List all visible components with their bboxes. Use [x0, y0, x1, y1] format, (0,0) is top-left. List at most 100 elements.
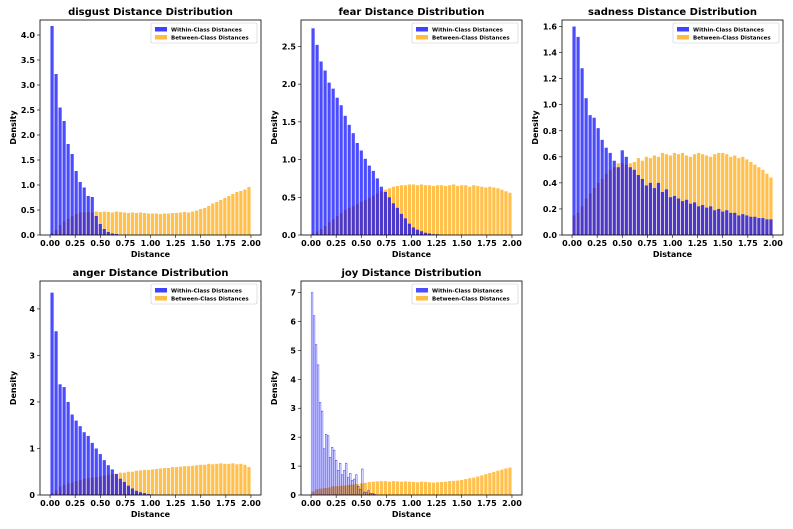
- between-bar: [211, 464, 215, 495]
- y-tick-label: 4: [29, 305, 35, 314]
- within-bar: [757, 218, 761, 235]
- within-bar: [395, 207, 400, 235]
- x-tick-label: 0.00: [301, 239, 321, 248]
- legend-swatch: [677, 27, 689, 32]
- between-bar: [98, 212, 102, 235]
- between-bar: [235, 192, 239, 235]
- within-bar: [312, 315, 316, 495]
- between-bar: [749, 162, 753, 235]
- between-bar: [668, 155, 673, 235]
- between-bar: [680, 152, 685, 235]
- within-bar: [331, 446, 334, 495]
- within-bar: [318, 402, 322, 495]
- within-bar: [359, 488, 362, 495]
- within-bar: [311, 28, 315, 235]
- between-bar: [411, 184, 416, 235]
- between-bar: [162, 213, 167, 235]
- chart-title: joy Distance Distribution: [340, 268, 481, 279]
- within-bar: [636, 175, 640, 235]
- between-bar: [166, 213, 171, 235]
- between-bar: [500, 469, 504, 495]
- within-bar: [66, 144, 70, 235]
- within-bar: [680, 201, 685, 235]
- y-tick-label: 2.5: [282, 42, 297, 51]
- within-bar: [733, 212, 737, 235]
- between-bar: [415, 482, 420, 495]
- x-tick-label: 1.25: [427, 499, 447, 508]
- within-bar: [367, 490, 370, 495]
- within-bar: [310, 292, 314, 495]
- within-bar: [327, 82, 331, 235]
- within-bar: [90, 197, 94, 235]
- between-bar: [211, 203, 215, 235]
- within-bar: [705, 207, 709, 235]
- within-bar: [769, 219, 773, 235]
- between-bar: [444, 481, 448, 495]
- between-bar: [367, 481, 371, 495]
- within-bar: [644, 185, 648, 235]
- y-tick-label: 0.4: [543, 179, 558, 188]
- within-bar: [688, 203, 693, 235]
- x-tick-label: 1.50: [452, 499, 472, 508]
- x-tick-label: 2.00: [502, 499, 522, 508]
- within-bar: [624, 156, 628, 235]
- within-bar: [600, 139, 604, 235]
- plot-area: [310, 292, 512, 495]
- within-bar: [345, 462, 348, 495]
- between-bar: [215, 202, 219, 235]
- within-bar: [697, 206, 701, 235]
- x-tick-label: 0.00: [40, 239, 60, 248]
- within-bar: [146, 494, 151, 495]
- between-bar: [769, 177, 773, 235]
- legend-label: Between-Class Distances: [432, 35, 510, 41]
- chart-title: sadness Distance Distribution: [588, 7, 757, 18]
- between-bar: [765, 173, 769, 235]
- between-bar: [741, 156, 745, 235]
- chart-panel-2: 0.00 0.25 0.50 0.75 1.00 1.25 1.50 1.75 2.00 0.0 0…: [531, 7, 784, 259]
- between-bar: [383, 481, 387, 495]
- x-tick-label: 1.75: [216, 239, 236, 248]
- within-bar: [329, 457, 332, 495]
- within-bar: [316, 364, 320, 495]
- between-bar: [464, 185, 468, 235]
- between-bar: [472, 477, 476, 495]
- between-bar: [175, 467, 179, 495]
- between-bar: [496, 470, 500, 495]
- between-bar: [684, 155, 689, 235]
- y-tick-label: 1.0: [282, 156, 297, 165]
- x-tick-label: 1.75: [738, 239, 758, 248]
- chart-title: disgust Distance Distribution: [68, 7, 233, 18]
- y-tick-label: 7: [290, 289, 296, 298]
- x-tick-label: 1.50: [713, 239, 733, 248]
- within-bar: [58, 384, 62, 495]
- between-bar: [146, 469, 151, 495]
- between-bar: [488, 473, 492, 495]
- between-bar: [688, 156, 693, 235]
- within-bar: [126, 485, 130, 495]
- chart-panel-4: 0.00 0.25 0.50 0.75 1.00 1.25 1.50 1.75 2.00 0 1 2 3…: [270, 268, 523, 519]
- between-bar: [146, 213, 151, 235]
- between-bar: [725, 154, 729, 235]
- y-tick-label: 0.6: [543, 153, 558, 162]
- between-bar: [191, 465, 195, 495]
- within-bar: [339, 462, 342, 495]
- between-bar: [126, 471, 130, 495]
- plot-area: [572, 26, 773, 235]
- within-bar: [656, 182, 661, 235]
- x-tick-label: 1.25: [166, 239, 186, 248]
- between-bar: [676, 154, 681, 235]
- legend-swatch: [677, 35, 689, 40]
- within-bar: [78, 426, 82, 495]
- within-bar: [391, 203, 396, 235]
- between-bar: [243, 464, 247, 495]
- within-bar: [122, 481, 126, 495]
- between-bar: [142, 213, 147, 235]
- between-bar: [179, 466, 183, 495]
- x-tick-label: 0.75: [116, 499, 136, 508]
- within-bar: [74, 420, 78, 495]
- within-bar: [423, 232, 428, 235]
- legend-swatch: [416, 35, 428, 40]
- between-bar: [460, 185, 464, 235]
- between-bar: [488, 186, 492, 235]
- within-bar: [341, 474, 344, 495]
